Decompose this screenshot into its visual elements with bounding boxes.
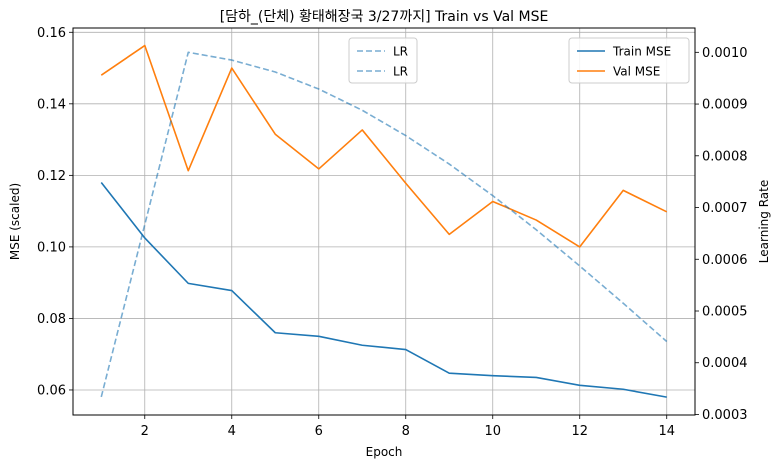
x-tick-label: 10 xyxy=(484,424,501,439)
legend-label: Val MSE xyxy=(613,65,660,79)
y-axis-right: 0.0003 0.0004 0.0005 0.0006 0.0007 0.0008 0.00… xyxy=(695,46,748,423)
x-tick-label: 6 xyxy=(315,424,323,439)
y-tick-label: 0.08 xyxy=(37,312,66,327)
legend-lr: LR LR xyxy=(348,37,418,84)
y2-tick-label: 0.0004 xyxy=(702,356,748,371)
y2-axis-label: Learning Rate xyxy=(757,180,771,263)
series-line-lr xyxy=(100,51,668,398)
x-axis: 2 4 6 8 10 12 14 xyxy=(141,415,675,439)
x-axis-label: Epoch xyxy=(366,445,403,459)
x-tick-label: 4 xyxy=(228,424,236,439)
legends: LR LR Train MSE Val MSE xyxy=(348,37,690,84)
legend-label: LR xyxy=(393,45,408,59)
y-tick-label: 0.06 xyxy=(37,383,66,398)
y-tick-label: 0.14 xyxy=(37,97,66,112)
series-layer xyxy=(100,44,668,398)
y2-tick-label: 0.0007 xyxy=(702,201,748,216)
legend-label: Train MSE xyxy=(612,45,671,59)
y2-tick-label: 0.0003 xyxy=(702,408,748,423)
y-tick-label: 0.12 xyxy=(37,169,66,184)
y2-tick-label: 0.0006 xyxy=(702,253,748,268)
grid xyxy=(73,28,695,415)
y-axis-label: MSE (scaled) xyxy=(8,183,22,260)
legend-label: LR xyxy=(393,65,408,79)
legend-mse: Train MSE Val MSE xyxy=(568,37,690,84)
series-line-val-mse xyxy=(100,44,668,248)
series-line-train-mse xyxy=(100,182,667,398)
y2-tick-label: 0.0005 xyxy=(702,305,748,320)
x-tick-label: 12 xyxy=(571,424,588,439)
y-axis-left: 0.06 0.08 0.10 0.12 0.14 0.16 xyxy=(37,26,73,398)
x-tick-label: 14 xyxy=(658,424,675,439)
x-tick-label: 2 xyxy=(141,424,149,439)
y-tick-label: 0.10 xyxy=(37,240,66,255)
y2-tick-label: 0.0010 xyxy=(702,46,748,61)
y2-tick-label: 0.0009 xyxy=(702,98,748,113)
chart-title: [담하_(단체) 황태해장국 3/27까지] Train vs Val MSE xyxy=(220,9,549,25)
y-tick-label: 0.16 xyxy=(37,26,66,41)
y2-tick-label: 0.0008 xyxy=(702,149,748,164)
plot-frame xyxy=(72,27,696,416)
x-tick-label: 8 xyxy=(402,424,410,439)
